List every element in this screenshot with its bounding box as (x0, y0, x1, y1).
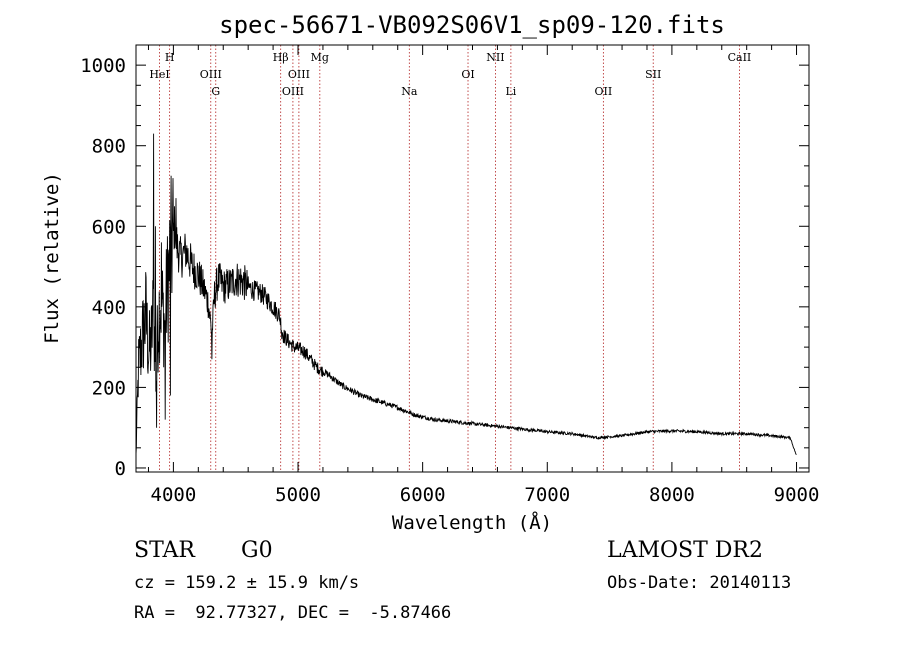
x-tick-label: 9000 (774, 484, 820, 506)
x-tick-label: 7000 (524, 484, 570, 506)
coordinates: RA = 92.77327, DEC = -5.87466 (134, 603, 452, 623)
y-tick-label: 600 (92, 216, 126, 238)
line-label: G (211, 85, 220, 98)
line-label: Li (505, 85, 516, 98)
line-label: SII (645, 68, 661, 81)
x-tick-label: 4000 (151, 484, 197, 506)
y-tick-label: 200 (92, 377, 126, 399)
line-label: OIII (288, 68, 310, 81)
line-label: CaII (728, 51, 752, 64)
observation-date: Obs-Date: 20140113 (607, 573, 792, 593)
line-label: HeI (149, 68, 169, 81)
x-tick-label: 6000 (400, 484, 446, 506)
plot-frame (135, 44, 810, 473)
y-tick-label: 1000 (80, 55, 126, 77)
line-markers (159, 45, 740, 472)
line-label: H (165, 51, 175, 64)
line-label: Mg (311, 51, 329, 64)
object-subclass: G0 (241, 538, 273, 563)
x-tick-labels: 4000 5000 6000 7000 8000 9000 (151, 484, 820, 506)
line-label: Hβ (273, 51, 289, 64)
x-axis-label: Wavelength (Å) (392, 511, 552, 534)
line-label: NII (486, 51, 504, 64)
y-axis-label: Flux (relative) (41, 172, 63, 344)
chart-title: spec-56671-VB092S06V1_sp09-120.fits (219, 11, 725, 39)
line-label: OIII (282, 85, 304, 98)
x-tick-label: 5000 (275, 484, 321, 506)
y-tick-labels: 0 200 400 600 800 1000 (80, 55, 126, 480)
line-label: OIII (200, 68, 222, 81)
object-type: STAR (134, 538, 195, 563)
y-tick-label: 400 (92, 297, 126, 319)
line-label: OI (461, 68, 474, 81)
y-tick-label: 0 (115, 458, 126, 480)
survey-name: LAMOST DR2 (607, 538, 763, 563)
x-tick-label: 8000 (649, 484, 695, 506)
redshift-velocity: cz = 159.2 ± 15.9 km/s (134, 573, 360, 593)
spectrum-line (135, 133, 797, 455)
axis-ticks (136, 45, 809, 472)
line-label: OII (595, 85, 613, 98)
line-label: Na (401, 85, 418, 98)
y-tick-label: 800 (92, 136, 126, 158)
